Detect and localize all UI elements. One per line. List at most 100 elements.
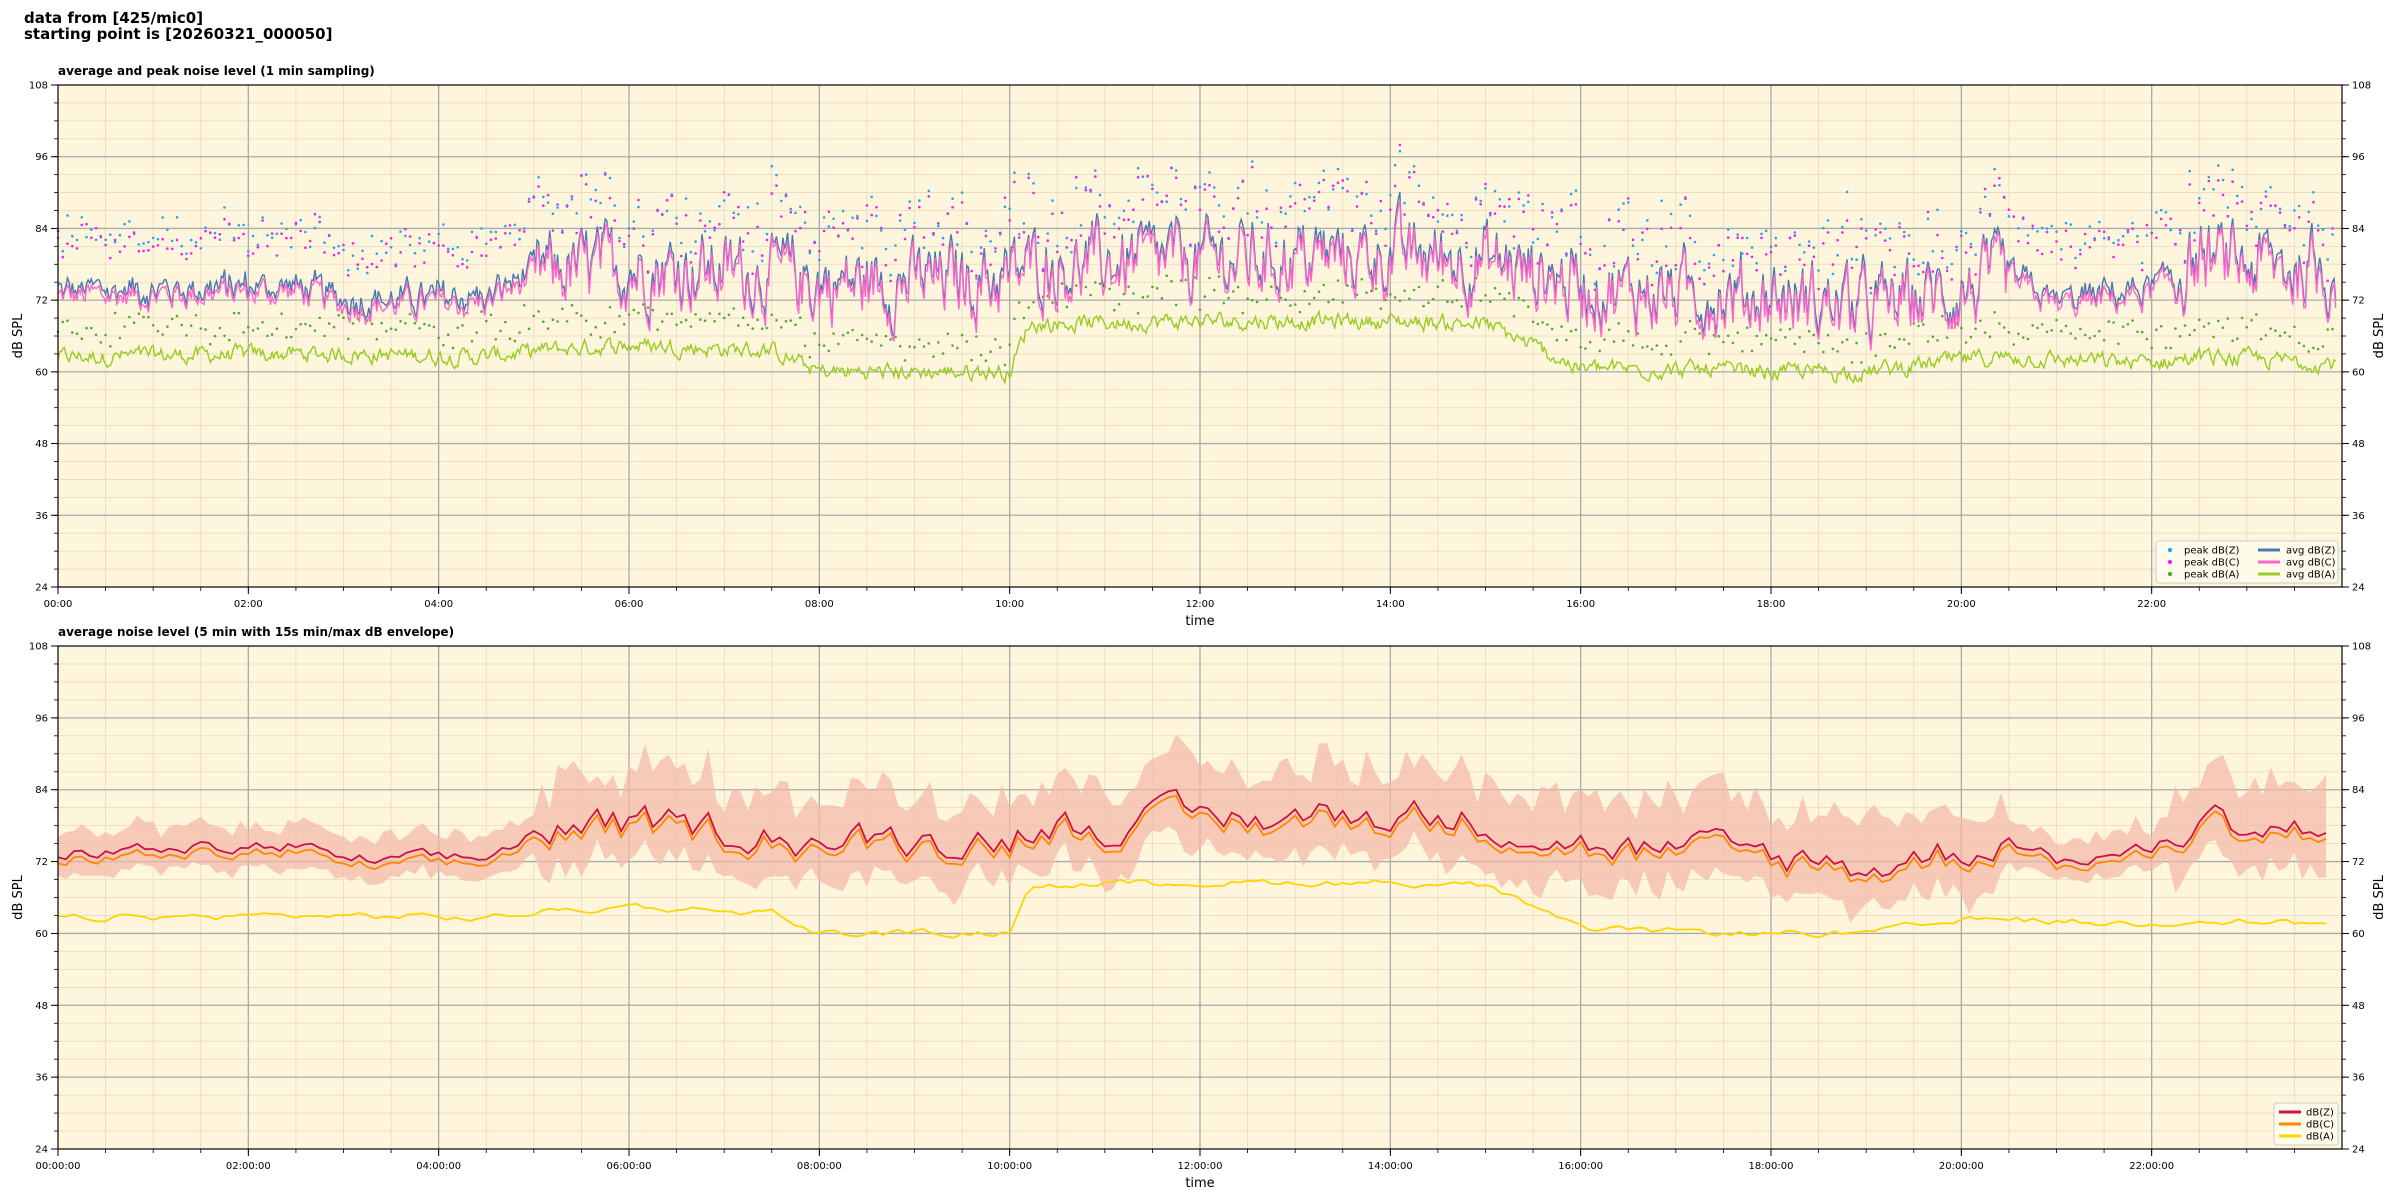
peak-point — [1198, 185, 1202, 189]
peak-point — [1346, 177, 1349, 181]
peak-point — [351, 242, 355, 245]
peak-point — [437, 232, 441, 236]
peak-point — [2283, 331, 2287, 334]
peak-point — [1479, 299, 1482, 303]
peak-point — [161, 237, 164, 241]
peak-point — [670, 312, 674, 316]
peak-point — [2255, 225, 2258, 229]
peak-point — [1075, 175, 1078, 179]
peak-point — [461, 324, 464, 327]
peak-point — [1098, 193, 1102, 197]
peak-point — [1365, 180, 1368, 184]
peak-point — [879, 344, 883, 347]
peak-point — [699, 212, 702, 215]
peak-point — [1641, 238, 1644, 242]
peak-point — [2202, 209, 2206, 212]
peak-point — [1917, 272, 1920, 276]
peak-point — [879, 226, 883, 230]
peak-point — [2145, 223, 2149, 227]
peak-point — [1969, 245, 1973, 249]
peak-point — [822, 216, 826, 219]
peak-point — [370, 322, 374, 326]
peak-point — [2079, 248, 2082, 252]
peak-point — [603, 173, 607, 176]
peak-point — [1555, 222, 1559, 226]
peak-point — [960, 333, 964, 337]
peak-point — [1779, 328, 1782, 332]
peak-point — [123, 325, 126, 328]
peak-point — [1850, 266, 1854, 270]
peak-point — [1546, 323, 1549, 326]
peak-point — [1607, 218, 1611, 222]
peak-point — [1027, 176, 1030, 180]
peak-point — [1764, 253, 1768, 256]
peak-point — [1265, 298, 1268, 301]
y-tick-label-left: 72 — [35, 296, 48, 307]
peak-point — [2183, 324, 2187, 327]
peak-point — [1950, 262, 1954, 266]
peak-point — [1841, 225, 1844, 229]
peak-point — [494, 237, 498, 240]
peak-point — [308, 239, 312, 243]
peak-point — [2302, 261, 2306, 265]
peak-point — [1503, 205, 1506, 208]
peak-point — [1446, 202, 1449, 206]
peak-point — [228, 338, 231, 342]
peak-point — [2050, 250, 2053, 254]
peak-point — [123, 245, 126, 248]
peak-point — [2326, 279, 2329, 283]
peak-point — [418, 236, 421, 240]
peak-point — [1046, 239, 1049, 242]
peak-point — [2278, 207, 2282, 211]
peak-point — [2245, 224, 2249, 228]
peak-point — [2074, 266, 2077, 270]
peak-point — [504, 320, 507, 324]
peak-point — [1803, 251, 1806, 254]
peak-point — [404, 234, 407, 238]
peak-point — [694, 252, 697, 255]
peak-point — [480, 310, 483, 313]
peak-point — [2264, 195, 2268, 198]
peak-point — [1979, 319, 1982, 323]
peak-point — [1584, 251, 1587, 255]
peak-point — [622, 323, 626, 326]
y-tick-label-left: 84 — [35, 785, 48, 796]
peak-point — [1617, 322, 1620, 325]
peak-point — [1627, 201, 1630, 204]
peak-point — [1536, 237, 1540, 241]
peak-point — [242, 331, 245, 334]
peak-point — [1836, 350, 1839, 353]
peak-point — [1922, 323, 1925, 326]
peak-point — [561, 307, 564, 311]
y-tick-label-left: 96 — [35, 713, 48, 724]
peak-point — [147, 249, 150, 252]
peak-point — [2259, 207, 2263, 211]
peak-point — [1312, 195, 1316, 199]
peak-point — [523, 230, 526, 233]
peak-point — [794, 211, 797, 215]
peak-point — [1917, 324, 1920, 328]
peak-point — [1517, 191, 1521, 194]
peak-point — [1141, 296, 1145, 299]
peak-point — [1446, 300, 1449, 304]
peak-point — [775, 319, 778, 322]
peak-point — [1945, 266, 1949, 269]
peak-point — [632, 220, 636, 223]
peak-point — [128, 235, 131, 239]
peak-point — [185, 252, 188, 255]
peak-point — [827, 349, 831, 353]
peak-point — [251, 234, 255, 238]
peak-point — [2174, 242, 2177, 246]
peak-point — [1841, 340, 1844, 344]
peak-point — [1979, 207, 1982, 211]
peak-point — [608, 196, 612, 200]
peak-point — [1151, 183, 1154, 187]
peak-point — [1017, 233, 1021, 236]
peak-point — [1831, 272, 1835, 276]
peak-point — [2045, 330, 2049, 334]
peak-point — [751, 250, 754, 253]
peak-point — [1417, 184, 1421, 187]
peak-point — [1693, 327, 1697, 331]
peak-point — [2240, 316, 2244, 320]
peak-point — [1260, 221, 1264, 224]
